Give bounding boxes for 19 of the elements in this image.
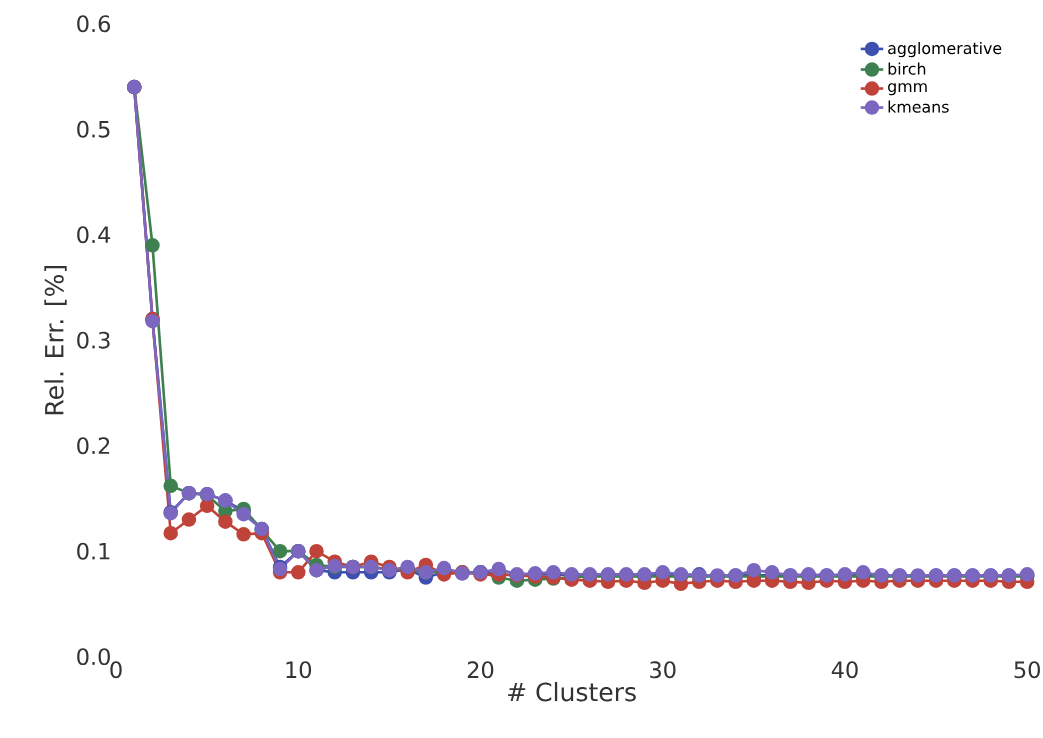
y-axis-title: Rel. Err. [%] bbox=[44, 265, 67, 414]
x-tick-label: 30 bbox=[650, 661, 676, 679]
y-tick-label: 0.6 bbox=[77, 15, 110, 33]
x-tick-label: 40 bbox=[831, 661, 858, 679]
y-tick-label: 0.3 bbox=[77, 331, 110, 349]
y-tick-label: 0.4 bbox=[77, 226, 111, 243]
legend-label: birch bbox=[888, 62, 926, 75]
y-tick-label: 0.1 bbox=[77, 542, 110, 560]
y-tick-label: 0.2 bbox=[77, 436, 110, 454]
x-tick-label: 10 bbox=[286, 661, 312, 679]
x-tick-label: 50 bbox=[1014, 661, 1040, 679]
x-tick-label: 0 bbox=[110, 661, 122, 679]
x-tick-label: 20 bbox=[467, 661, 494, 679]
y-tick-label: 0.5 bbox=[77, 120, 110, 138]
legend-label: kmeans bbox=[888, 100, 949, 113]
x-axis-title: # Clusters bbox=[508, 681, 636, 702]
legend-label: agglomerative bbox=[888, 41, 1002, 58]
legend-label: gmm bbox=[888, 82, 927, 96]
y-tick-label: 0.0 bbox=[77, 647, 110, 665]
